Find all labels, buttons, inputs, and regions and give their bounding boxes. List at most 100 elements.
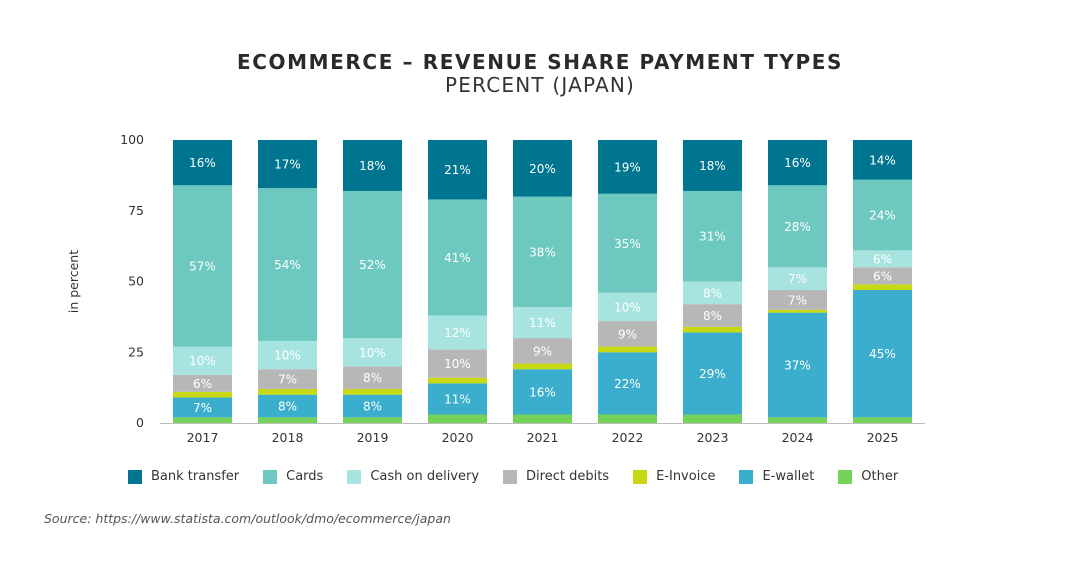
x-tick-label: 2019 bbox=[357, 430, 389, 445]
x-tick-label: 2020 bbox=[442, 430, 474, 445]
bar-segment-direct-debits-2017 bbox=[173, 374, 232, 392]
data-label-bank-transfer-2018: 17% bbox=[274, 158, 301, 172]
y-tick-label: 75 bbox=[128, 203, 144, 218]
bar-segment-bank-transfer-2018 bbox=[258, 140, 317, 189]
data-label-bank-transfer-2025: 14% bbox=[869, 153, 896, 167]
x-tick-label: 2024 bbox=[782, 430, 814, 445]
bar-segment-other-2022 bbox=[598, 414, 657, 423]
bar-segment-e-wallet-2020 bbox=[428, 383, 487, 415]
bar-segment-direct-debits-2025 bbox=[853, 267, 912, 285]
data-label-bank-transfer-2022: 19% bbox=[614, 160, 641, 174]
bar-segment-cards-2025 bbox=[853, 179, 912, 251]
data-label-direct-debits-2019: 8% bbox=[363, 371, 382, 385]
bar-segment-bank-transfer-2022 bbox=[598, 140, 657, 194]
bar-segment-e-invoice-2025 bbox=[853, 284, 912, 290]
bar-segment-e-wallet-2021 bbox=[513, 369, 572, 415]
bar-segment-direct-debits-2020 bbox=[428, 349, 487, 378]
x-tick-label: 2022 bbox=[612, 430, 644, 445]
bar-segment-e-wallet-2019 bbox=[343, 394, 402, 418]
legend-swatch-bank-transfer bbox=[128, 469, 142, 484]
y-tick-label: 100 bbox=[120, 132, 144, 147]
data-label-bank-transfer-2024: 16% bbox=[784, 156, 811, 170]
data-label-e-wallet-2018: 8% bbox=[278, 400, 297, 414]
bar-segment-other-2024 bbox=[768, 417, 827, 423]
data-label-e-wallet-2024: 37% bbox=[784, 358, 811, 372]
data-label-direct-debits-2023: 8% bbox=[703, 309, 722, 323]
x-tick-label: 2018 bbox=[272, 430, 304, 445]
bar-segment-e-invoice-2023 bbox=[683, 326, 742, 333]
bar-segment-cards-2019 bbox=[343, 190, 402, 339]
data-label-cash-on-delivery-2022: 10% bbox=[614, 300, 641, 314]
legend-item-cash-on-delivery: Cash on delivery bbox=[347, 469, 479, 484]
data-label-direct-debits-2024: 7% bbox=[788, 293, 807, 307]
legend-item-other: Other bbox=[838, 469, 898, 484]
bar-segment-other-2019 bbox=[343, 417, 402, 423]
bar-segment-bank-transfer-2021 bbox=[513, 140, 572, 197]
data-label-cash-on-delivery-2019: 10% bbox=[359, 346, 386, 360]
legend-item-direct-debits: Direct debits bbox=[503, 469, 609, 484]
bar-segment-direct-debits-2024 bbox=[768, 289, 827, 310]
bar-segment-e-invoice-2021 bbox=[513, 363, 572, 370]
bar-segment-cards-2022 bbox=[598, 193, 657, 293]
data-label-bank-transfer-2020: 21% bbox=[444, 163, 471, 177]
bar-segment-other-2023 bbox=[683, 414, 742, 423]
bar-segment-bank-transfer-2024 bbox=[768, 140, 827, 186]
bar-segment-e-wallet-2025 bbox=[853, 289, 912, 418]
bar-segment-cash-on-delivery-2023 bbox=[683, 281, 742, 305]
data-label-bank-transfer-2021: 20% bbox=[529, 162, 556, 176]
y-tick-label: 0 bbox=[136, 415, 144, 430]
x-tick-label: 2021 bbox=[527, 430, 559, 445]
bar-segment-e-invoice-2020 bbox=[428, 377, 487, 384]
y-axis-title: in percent bbox=[66, 250, 81, 313]
data-label-direct-debits-2021: 9% bbox=[533, 344, 552, 358]
bar-segment-cards-2017 bbox=[173, 185, 232, 347]
bar-segment-cash-on-delivery-2021 bbox=[513, 306, 572, 339]
bar-segment-e-invoice-2018 bbox=[258, 389, 317, 395]
legend-label-direct-debits: Direct debits bbox=[526, 469, 610, 484]
data-label-cash-on-delivery-2020: 12% bbox=[444, 326, 471, 340]
x-tick-label: 2023 bbox=[697, 430, 729, 445]
data-label-cash-on-delivery-2021: 11% bbox=[529, 316, 556, 330]
legend-label-cash-on-delivery: Cash on delivery bbox=[370, 469, 480, 484]
y-tick-label: 25 bbox=[128, 344, 144, 359]
data-label-e-wallet-2017: 7% bbox=[193, 401, 212, 415]
legend-swatch-e-wallet bbox=[739, 469, 754, 484]
data-label-cash-on-delivery-2018: 10% bbox=[274, 349, 301, 363]
bar-segment-e-invoice-2019 bbox=[343, 389, 402, 395]
bar-segment-e-invoice-2017 bbox=[173, 391, 232, 398]
data-label-bank-transfer-2023: 18% bbox=[699, 159, 726, 173]
bar-segment-direct-debits-2022 bbox=[598, 321, 657, 347]
bar-segment-e-invoice-2022 bbox=[598, 346, 657, 353]
bar-segment-bank-transfer-2025 bbox=[853, 140, 912, 180]
x-tick-label: 2025 bbox=[867, 430, 899, 445]
bar-segment-cash-on-delivery-2018 bbox=[258, 340, 317, 370]
bar-segment-direct-debits-2021 bbox=[513, 338, 572, 364]
bar-segment-cards-2021 bbox=[513, 196, 572, 307]
chart-title: ECOMMERCE – REVENUE SHARE PAYMENT TYPES bbox=[237, 50, 843, 74]
bar-segment-other-2017 bbox=[173, 417, 232, 423]
data-label-e-wallet-2025: 45% bbox=[869, 347, 896, 361]
bar-segment-direct-debits-2023 bbox=[683, 304, 742, 327]
legend-swatch-direct-debits bbox=[503, 469, 518, 484]
chart-subtitle: PERCENT (JAPAN) bbox=[445, 73, 635, 97]
bar-segment-cards-2020 bbox=[428, 199, 487, 316]
data-label-direct-debits-2025: 6% bbox=[873, 269, 892, 283]
data-label-direct-debits-2020: 10% bbox=[444, 357, 471, 371]
data-label-e-wallet-2021: 16% bbox=[529, 385, 556, 399]
bar-segment-other-2020 bbox=[428, 414, 487, 423]
legend-label-e-wallet: E-wallet bbox=[762, 469, 815, 484]
bar-segment-e-wallet-2018 bbox=[258, 394, 317, 418]
data-label-cards-2020: 41% bbox=[444, 251, 471, 265]
bar-segment-cards-2024 bbox=[768, 185, 827, 268]
bar-segment-e-wallet-2023 bbox=[683, 332, 742, 415]
bar-segment-direct-debits-2018 bbox=[258, 369, 317, 390]
data-label-bank-transfer-2019: 18% bbox=[359, 159, 386, 173]
data-label-cards-2019: 52% bbox=[359, 258, 386, 272]
data-label-e-wallet-2023: 29% bbox=[699, 367, 726, 381]
data-label-cards-2021: 38% bbox=[529, 245, 556, 259]
x-tick-label: 2017 bbox=[187, 430, 219, 445]
data-label-cash-on-delivery-2025: 6% bbox=[873, 252, 892, 266]
bar-segment-other-2018 bbox=[258, 417, 317, 423]
data-label-bank-transfer-2017: 16% bbox=[189, 156, 216, 170]
